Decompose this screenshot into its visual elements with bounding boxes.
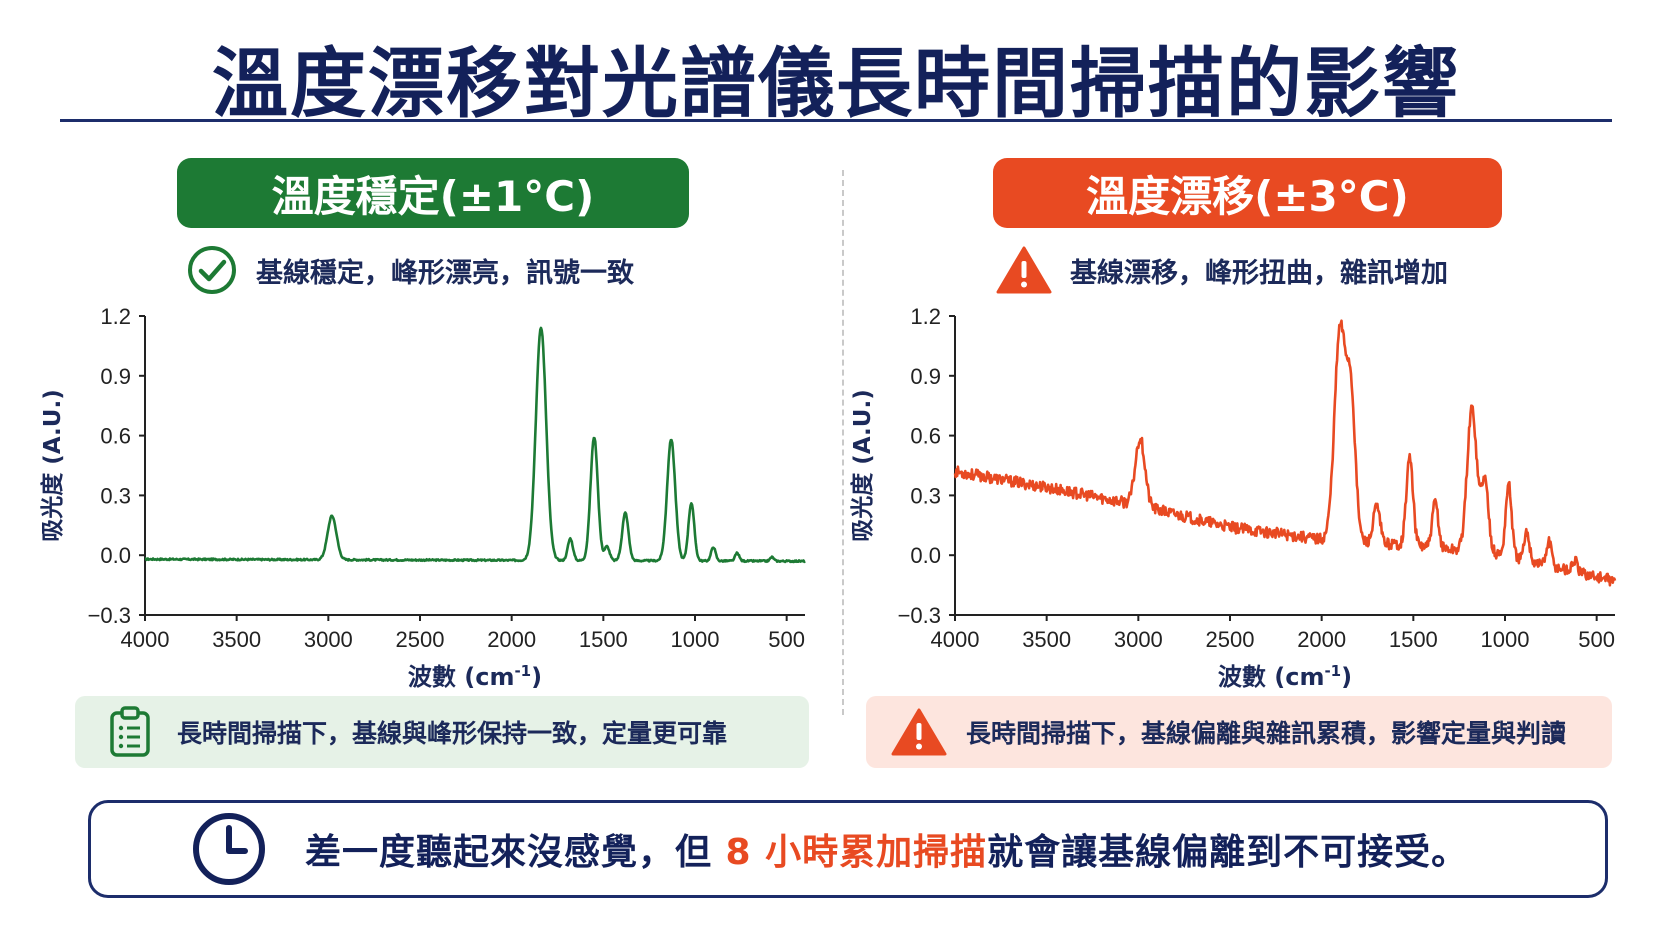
- drift-x-tick-label: 3000: [1114, 627, 1163, 652]
- stable-subtitle: 基線穩定，峰形漂亮，訊號一致: [256, 257, 634, 289]
- stable-callout-text: 長時間掃描下，基線與峰形保持一致，定量更可靠: [177, 719, 728, 748]
- stable-subtitle-row: 基線穩定，峰形漂亮，訊號一致: [186, 244, 634, 296]
- stable-x-tick-label: 4000: [121, 627, 170, 652]
- drift-subtitle-row: 基線漂移，峰形扭曲，雜訊增加: [996, 244, 1448, 296]
- stable-x-tick-label: 2000: [487, 627, 536, 652]
- stable-y-tick-label: 1.2: [100, 304, 131, 329]
- stable-callout: 長時間掃描下，基線與峰形保持一致，定量更可靠: [75, 696, 809, 768]
- stable-y-tick-label: 0.0: [100, 543, 131, 568]
- drift-y-tick-label: 0.6: [910, 424, 941, 449]
- drift-y-tick-label: 0.0: [910, 543, 941, 568]
- stable-y-tick-label: 0.6: [100, 424, 131, 449]
- drift-x-tick-label: 2500: [1206, 627, 1255, 652]
- stable-badge: 溫度穩定(±1°C): [177, 158, 689, 228]
- stable-spectrum-line: [144, 326, 806, 564]
- drift-callout-text: 長時間掃描下，基線偏離與雜訊累積，影響定量與判讀: [966, 719, 1567, 748]
- drift-x-tick-label: 3500: [1022, 627, 1071, 652]
- drift-y-tick-label: −0.3: [898, 603, 941, 628]
- stable-x-tick-label: 3500: [212, 627, 261, 652]
- drift-y-axis-label: 吸光度 (A.U.): [849, 389, 876, 541]
- drift-badge: 溫度漂移(±3°C): [993, 158, 1502, 228]
- drift-y-tick-label: 0.9: [910, 364, 941, 389]
- footer-text-after: 就會讓基線偏離到不可接受。: [987, 832, 1469, 873]
- drift-y-tick-label: 0.3: [910, 483, 941, 508]
- stable-y-tick-label: 0.9: [100, 364, 131, 389]
- stable-y-axis-label: 吸光度 (A.U.): [39, 389, 66, 541]
- drift-y-tick-label: 1.2: [910, 304, 941, 329]
- panel-divider: [842, 170, 844, 715]
- stable-x-tick-label: 2500: [396, 627, 445, 652]
- footer-text-before: 差一度聽起來沒感覺，但: [305, 832, 726, 873]
- check-circle-icon: [188, 246, 236, 294]
- stable-x-tick-label: 3000: [304, 627, 353, 652]
- stable-x-tick-label: 500: [768, 627, 805, 652]
- footer-text: 差一度聽起來沒感覺，但 8 小時累加掃描就會讓基線偏離到不可接受。: [305, 823, 1468, 875]
- clock-icon: [193, 813, 265, 885]
- stable-x-tick-label: 1000: [671, 627, 720, 652]
- drift-x-tick-label: 1500: [1389, 627, 1438, 652]
- drift-x-tick-label: 1000: [1481, 627, 1530, 652]
- warning-triangle-icon: [996, 246, 1052, 294]
- drift-x-tick-label: 2000: [1297, 627, 1346, 652]
- drift-x-tick-label: 500: [1578, 627, 1615, 652]
- stable-y-tick-label: −0.3: [88, 603, 131, 628]
- drift-spectrum-line: [953, 319, 1617, 587]
- title-underline: [60, 119, 1612, 122]
- stable-x-tick-label: 1500: [579, 627, 628, 652]
- footer-note: 差一度聽起來沒感覺，但 8 小時累加掃描就會讓基線偏離到不可接受。: [88, 800, 1608, 898]
- drift-x-tick-label: 4000: [931, 627, 980, 652]
- footer-highlight: 8 小時累加掃描: [725, 832, 988, 873]
- drift-subtitle: 基線漂移，峰形扭曲，雜訊增加: [1070, 257, 1448, 289]
- page-title: 溫度漂移對光譜儀長時間掃描的影響: [212, 39, 1460, 128]
- stable-x-axis-label: 波數 (cm-1): [408, 662, 542, 690]
- warning-triangle-icon: [891, 708, 947, 756]
- clipboard-icon: [110, 706, 150, 757]
- drift-callout: 長時間掃描下，基線偏離與雜訊累積，影響定量與判讀: [866, 696, 1612, 768]
- stable-y-tick-label: 0.3: [100, 483, 131, 508]
- drift-x-axis-label: 波數 (cm-1): [1218, 662, 1352, 690]
